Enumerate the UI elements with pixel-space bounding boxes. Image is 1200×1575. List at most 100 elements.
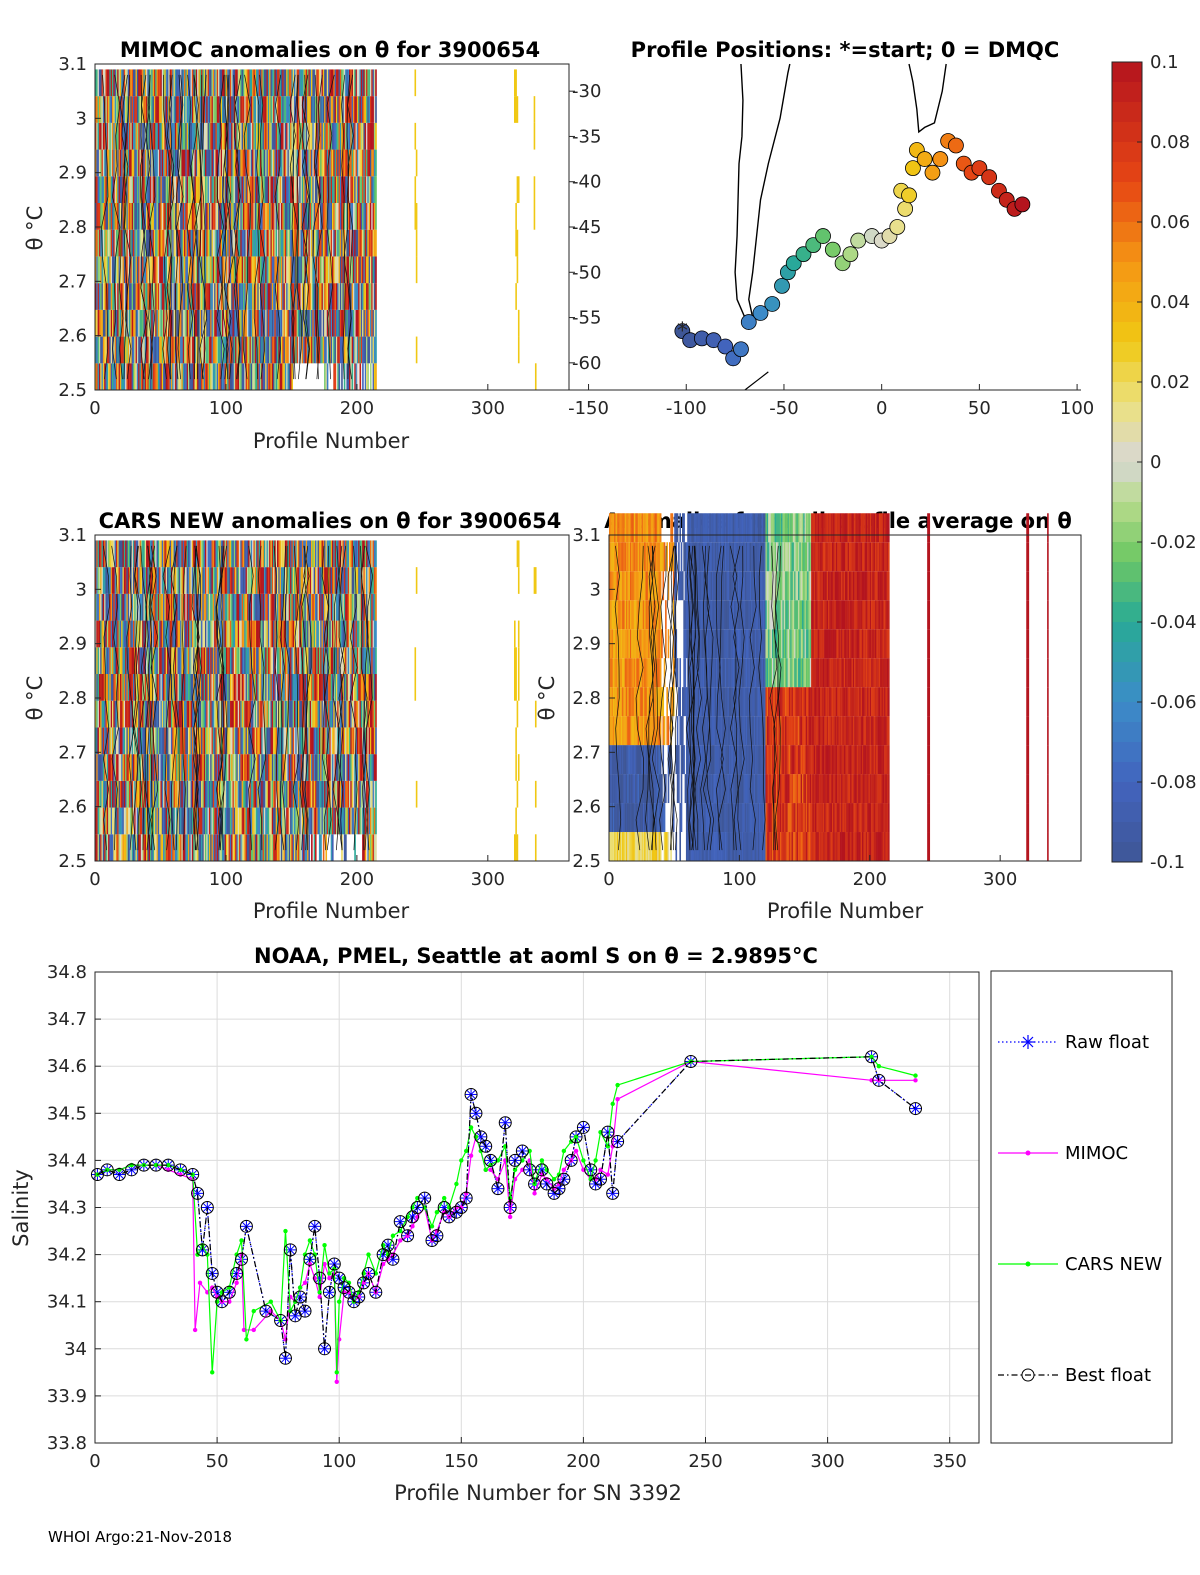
heatmap-cell — [240, 700, 242, 728]
heatmap-cell — [269, 283, 271, 310]
heatmap-cell — [222, 176, 224, 204]
heatmap-cell — [219, 807, 221, 835]
heatmap-cell — [199, 283, 202, 310]
heatmap-cell — [218, 283, 220, 310]
heatmap-cell — [211, 674, 214, 701]
heatmap-cell — [237, 309, 240, 337]
heatmap-cell — [207, 336, 210, 364]
heatmap-cell — [279, 834, 282, 861]
heatmap-cell — [223, 363, 225, 390]
heatmap-cell — [313, 122, 316, 150]
heatmap-cell — [167, 149, 169, 177]
heatmap-cell — [311, 203, 313, 230]
heatmap-cell — [201, 807, 203, 835]
heatmap-cell — [368, 96, 371, 123]
heatmap-cell — [297, 780, 300, 808]
heatmap-cell — [235, 593, 237, 621]
heatmap-cell — [125, 203, 127, 230]
heatmap-cell — [182, 122, 185, 150]
heatmap-cell — [240, 283, 242, 310]
heatmap-cell — [173, 96, 176, 123]
heatmap-cell — [121, 567, 123, 594]
heatmap-cell — [132, 229, 135, 257]
heatmap-cell — [220, 96, 223, 123]
heatmap-cell — [125, 780, 127, 808]
heatmap-cell — [322, 807, 325, 835]
heatmap-cell — [335, 807, 338, 835]
heatmap-cell — [181, 229, 184, 257]
heatmap-cell — [291, 620, 294, 648]
heatmap-cell — [119, 309, 122, 337]
heatmap-cell — [332, 283, 334, 310]
heatmap-cell — [102, 780, 105, 808]
heatmap-cell — [184, 647, 186, 675]
heatmap-cell — [159, 700, 161, 728]
heatmap-cell — [186, 780, 189, 808]
heatmap-cell — [176, 122, 178, 150]
heatmap-cell — [320, 336, 322, 364]
heatmap-cell — [136, 229, 139, 257]
heatmap-cell — [176, 203, 178, 230]
heatmap-cell — [253, 620, 256, 648]
heatmap-cell — [314, 674, 317, 701]
heatmap-cell — [303, 567, 305, 594]
heatmap-cell — [312, 176, 314, 204]
heatmap-cell — [227, 256, 229, 284]
heatmap-cell — [301, 780, 304, 808]
heatmap-cell — [176, 363, 178, 390]
contour-line — [175, 74, 182, 380]
heatmap-cell — [109, 674, 112, 701]
heatmap-cell — [342, 336, 345, 364]
heatmap-cell — [334, 122, 337, 150]
heatmap-cell — [132, 283, 135, 310]
heatmap-cell — [156, 540, 159, 568]
heatmap-cell — [231, 176, 233, 204]
heatmap-cell — [242, 700, 245, 728]
heatmap-cell — [173, 727, 176, 755]
heatmap-cell — [349, 309, 351, 337]
heatmap-cell — [317, 700, 320, 728]
heatmap-cell — [126, 540, 129, 568]
heatmap-cell — [165, 283, 168, 310]
heatmap-cell — [372, 309, 375, 337]
heatmap-cell — [358, 122, 360, 150]
contour-line — [186, 74, 195, 380]
heatmap-cell — [143, 149, 146, 177]
heatmap-cell — [136, 647, 139, 675]
heatmap-cell — [287, 229, 290, 257]
heatmap-cell — [324, 149, 326, 177]
heatmap-cell — [118, 309, 121, 337]
heatmap-cell — [172, 540, 174, 568]
heatmap-cell — [190, 229, 193, 257]
heatmap-cell — [165, 203, 168, 230]
heatmap-cell — [317, 69, 320, 97]
heatmap-cell — [129, 567, 131, 594]
heatmap-cell — [190, 283, 193, 310]
heatmap-cell — [363, 203, 366, 230]
heatmap-cell — [267, 780, 270, 808]
salinity-title: NOAA, PMEL, Seattle at aoml S on θ = 2.9… — [254, 944, 818, 968]
heatmap-cell — [334, 309, 337, 337]
heatmap-cell — [148, 203, 151, 230]
heatmap-cell — [233, 727, 236, 755]
heatmap-cell — [339, 176, 342, 204]
heatmap-cell — [106, 540, 109, 568]
heatmap-cell — [119, 69, 122, 97]
heatmap-cell — [223, 780, 225, 808]
heatmap-cell — [187, 674, 190, 701]
heatmap-cell — [101, 96, 104, 123]
heatmap-cell — [288, 203, 291, 230]
heatmap-cell — [189, 700, 191, 728]
heatmap-cell — [333, 149, 335, 177]
heatmap-cell — [131, 309, 134, 337]
heatmap-cell — [248, 309, 250, 337]
heatmap-cell — [132, 363, 135, 390]
heatmap-cell — [343, 780, 346, 808]
heatmap-cell — [117, 807, 119, 835]
heatmap-cell — [204, 122, 207, 150]
heatmap-cell — [265, 593, 267, 621]
heatmap-cell — [185, 727, 187, 755]
heatmap-cell — [312, 122, 314, 150]
heatmap-cell — [108, 727, 110, 755]
heatmap-cell — [173, 540, 176, 568]
